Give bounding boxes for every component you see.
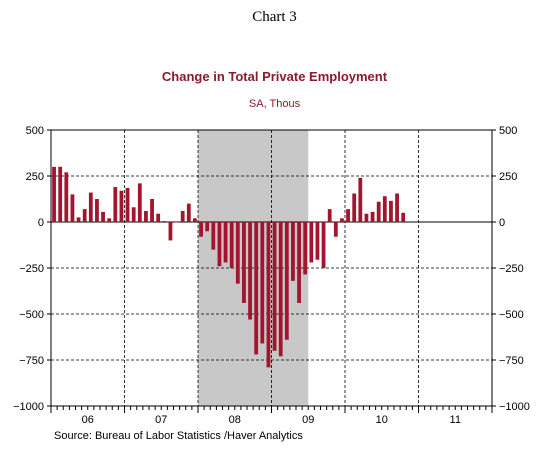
bar [229, 222, 234, 268]
bar [297, 222, 301, 303]
x-year-label: 06 [82, 414, 94, 426]
bar [382, 196, 387, 222]
bar [131, 207, 136, 222]
y-tick-label-left: −500 [19, 309, 44, 321]
y-tick-label-right: 500 [499, 125, 517, 137]
bar [254, 222, 259, 355]
bar [327, 209, 332, 222]
y-tick-label-right: 250 [499, 171, 517, 183]
bar [242, 222, 246, 303]
y-tick-label-left: 0 [38, 217, 44, 229]
bar [284, 222, 289, 340]
bar [211, 222, 216, 250]
bar [137, 183, 142, 222]
bar [217, 222, 222, 267]
bar [401, 212, 406, 222]
bar [321, 222, 326, 268]
bar [193, 218, 197, 222]
bar [248, 222, 252, 320]
bar [199, 222, 203, 237]
y-tick-label-right: 0 [499, 217, 505, 229]
bar [272, 222, 277, 351]
y-tick-label-right: −1000 [499, 401, 530, 413]
bar [174, 222, 179, 223]
bar [95, 199, 99, 222]
bar [266, 222, 271, 368]
bar [376, 201, 381, 222]
bar [352, 193, 357, 222]
bar [278, 222, 283, 357]
y-tick-label-right: −250 [499, 263, 524, 275]
bar [358, 177, 363, 222]
bar [291, 222, 295, 281]
bar [364, 213, 369, 222]
bar [333, 222, 338, 237]
y-tick-label-left: −1000 [13, 401, 44, 413]
chart-subtitle: SA, Thous [248, 98, 301, 110]
bar [125, 187, 130, 222]
bar [52, 166, 56, 222]
x-year-label: 09 [302, 414, 314, 426]
bar [119, 190, 124, 222]
bar [82, 209, 87, 222]
bar [315, 222, 320, 260]
chart-label: Chart 3 [252, 9, 297, 25]
bar [395, 193, 399, 222]
bar [309, 222, 314, 263]
bar [168, 222, 173, 241]
bar [144, 210, 148, 222]
bar [156, 213, 161, 222]
x-year-label: 11 [450, 414, 461, 426]
bar [58, 166, 63, 222]
bar [113, 187, 118, 222]
y-tick-label-left: 500 [26, 125, 44, 137]
bar [88, 192, 93, 222]
y-tick-label-right: −500 [499, 309, 524, 321]
y-tick-label-right: −750 [499, 355, 524, 367]
bar [205, 222, 210, 232]
y-tick-label-left: −750 [19, 355, 44, 367]
bar [340, 218, 344, 222]
chart-title: Change in Total Private Employment [161, 69, 388, 84]
bar [107, 218, 112, 222]
y-tick-label-left: −250 [19, 263, 44, 275]
bar [389, 200, 393, 222]
x-year-label: 08 [229, 414, 241, 426]
bar [64, 172, 69, 222]
x-year-label: 10 [376, 414, 388, 426]
bar [235, 222, 240, 284]
y-tick-label-left: 250 [26, 171, 44, 183]
bar [223, 222, 228, 263]
bar [346, 209, 350, 222]
bar [370, 211, 375, 222]
bar [186, 203, 191, 222]
bar [162, 221, 167, 222]
bar [101, 211, 105, 222]
bar [180, 210, 185, 222]
bar [76, 217, 81, 222]
bar [70, 194, 75, 222]
source-note: Source: Bureau of Labor Statistics /Have… [54, 430, 303, 442]
bar [260, 222, 265, 344]
bar [150, 199, 154, 222]
bar [303, 222, 308, 275]
x-year-label: 07 [155, 414, 167, 426]
